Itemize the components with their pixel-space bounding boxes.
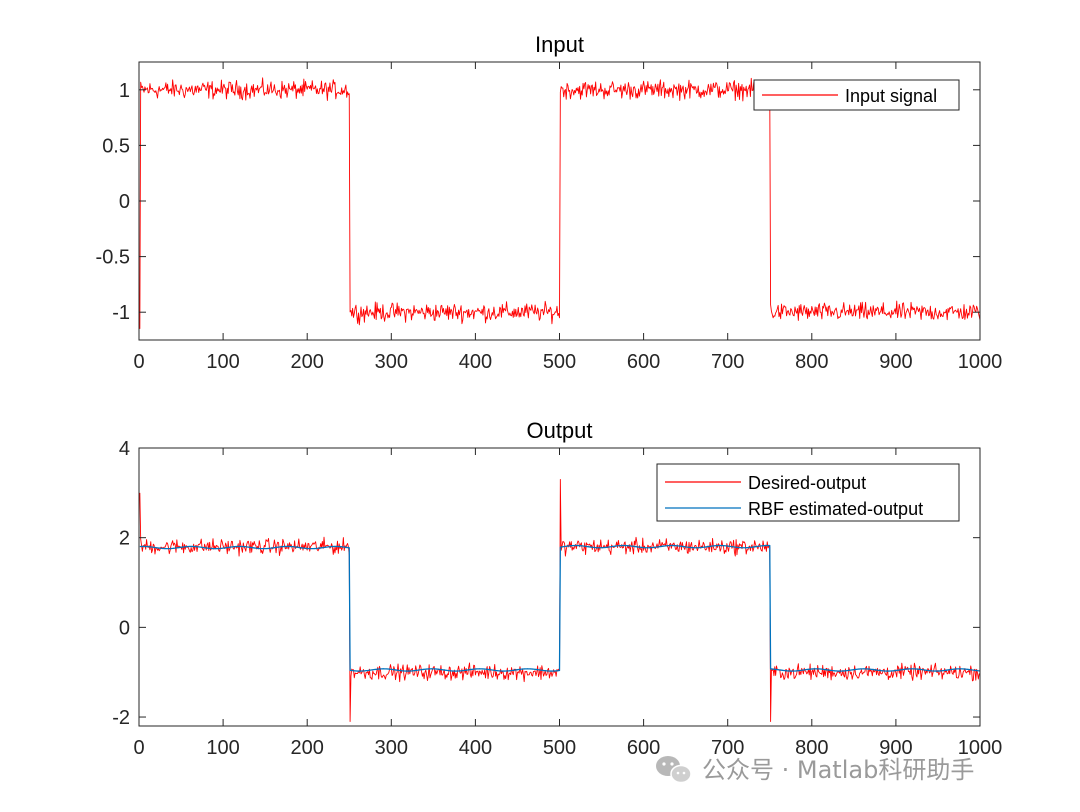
series-line-input-signal [139, 77, 981, 329]
x-tick-label: 0 [133, 351, 144, 373]
y-tick-label: -1 [112, 302, 130, 324]
y-tick-label: -0.5 [96, 247, 130, 269]
x-tick-label: 200 [291, 351, 324, 373]
legend-box [656, 463, 960, 522]
legend-label-input-signal: Input signal [845, 86, 937, 106]
legend-label-rbf-estimated-output: RBF estimated-output [748, 499, 923, 519]
x-tick-label: 1000 [958, 351, 1003, 373]
series-layer [139, 77, 981, 329]
x-tick-label: 700 [711, 351, 744, 373]
wechat-icon [656, 756, 692, 784]
tick-layer: 0 100 200 300 400 500 600 700 800 900 1000 1 0.5 0 -0.… [96, 62, 1003, 373]
legend-output: Desired-output RBF estimated-output [656, 463, 960, 522]
x-tick-label: 100 [206, 737, 239, 759]
watermark-text: 公众号 · Matlab科研助手 [702, 756, 974, 784]
series-layer [139, 478, 981, 722]
x-tick-label: 1000 [958, 737, 1003, 759]
x-tick-label: 900 [879, 737, 912, 759]
x-tick-label: 700 [711, 737, 744, 759]
y-tick-label: -2 [112, 707, 130, 729]
y-tick-label: 2 [119, 528, 130, 550]
series-line-rbf-estimated-output [139, 544, 981, 672]
x-tick-label: 200 [291, 737, 324, 759]
chart-title-input: Input [535, 32, 584, 57]
x-tick-label: 100 [206, 351, 239, 373]
axes-input: 0 100 200 300 400 500 600 700 800 900 1000 1 0.5 0 -0.… [96, 32, 1003, 373]
y-tick-label: 0.5 [102, 135, 130, 157]
watermark: 公众号 · Matlab科研助手 [656, 756, 974, 784]
x-tick-label: 400 [459, 351, 492, 373]
x-tick-label: 800 [795, 737, 828, 759]
x-tick-label: 900 [879, 351, 912, 373]
x-tick-label: 0 [133, 737, 144, 759]
x-tick-label: 300 [375, 737, 408, 759]
x-tick-label: 500 [543, 737, 576, 759]
legend-input: Input signal [753, 79, 960, 111]
x-tick-label: 800 [795, 351, 828, 373]
x-tick-label: 500 [543, 351, 576, 373]
x-tick-label: 400 [459, 737, 492, 759]
y-tick-label: 4 [119, 438, 130, 460]
y-tick-label: 0 [119, 617, 130, 639]
x-tick-label: 600 [627, 737, 660, 759]
legend-label-desired-output: Desired-output [748, 473, 866, 493]
chart-title-output: Output [526, 418, 592, 443]
y-tick-label: 1 [119, 80, 130, 102]
x-tick-label: 600 [627, 351, 660, 373]
y-tick-label: 0 [119, 191, 130, 213]
x-tick-label: 300 [375, 351, 408, 373]
